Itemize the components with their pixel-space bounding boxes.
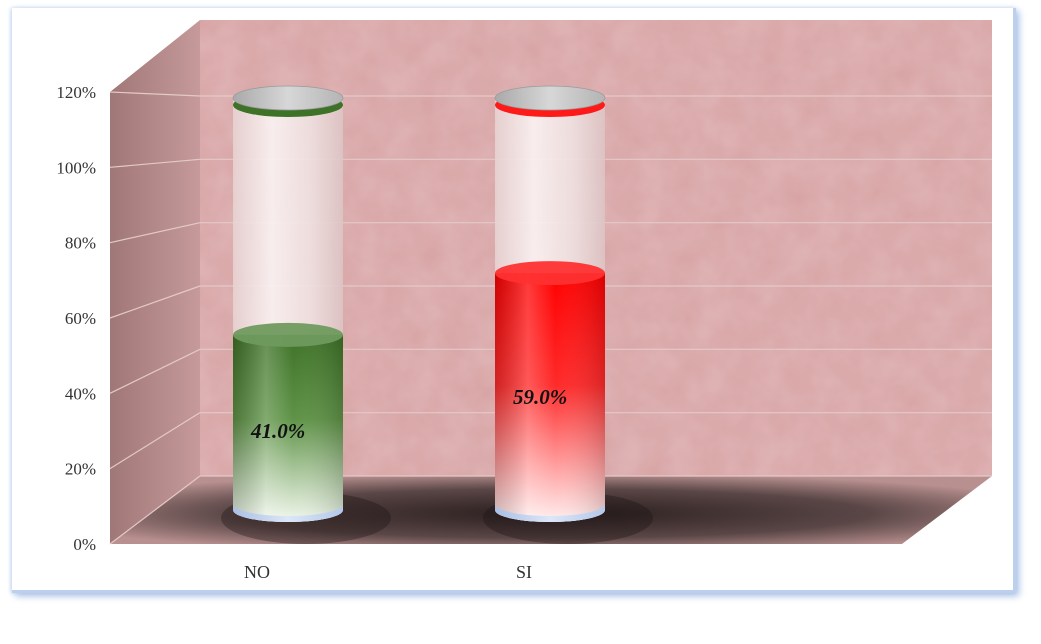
x-category-label: NO [244,562,270,582]
chart-frame: 0% 20% 40% 60% 80% 100% 120% 41.0% 59.0% NO SI [12,8,1016,593]
bar-fill-top [233,322,343,347]
gridline-side [109,285,201,319]
chart-svg: 0% 20% 40% 60% 80% 100% 120% 41.0% 59.0% NO SI [56,20,992,582]
gridline-side [109,222,201,244]
bar-fill-top [495,261,605,286]
bar-no: 41.0% [221,85,391,544]
data-label: 59.0% [513,385,567,409]
data-label: 41.0% [250,419,305,443]
bar-si: 59.0% [483,85,653,544]
bar-cap [494,85,606,111]
bar-shine [495,273,605,522]
gridline-side [109,475,201,545]
y-tick-label: 100% [56,158,96,177]
y-tick-label: 40% [65,384,96,403]
gridline-side [109,348,201,394]
side-wall [110,20,200,544]
y-tick-label: 120% [56,83,96,102]
bar-base [495,504,605,522]
y-tick-label: 80% [65,234,96,253]
gridline-side [109,412,201,470]
bar-cap [232,85,344,111]
y-tick-label: 60% [65,309,96,328]
x-category-label: SI [516,562,532,582]
bar-base [233,504,343,522]
y-tick-label: 0% [73,535,96,554]
gridline-side [109,91,201,97]
gridline-side [109,158,201,168]
bar-shine [233,334,343,522]
y-tick-label: 20% [65,460,96,479]
